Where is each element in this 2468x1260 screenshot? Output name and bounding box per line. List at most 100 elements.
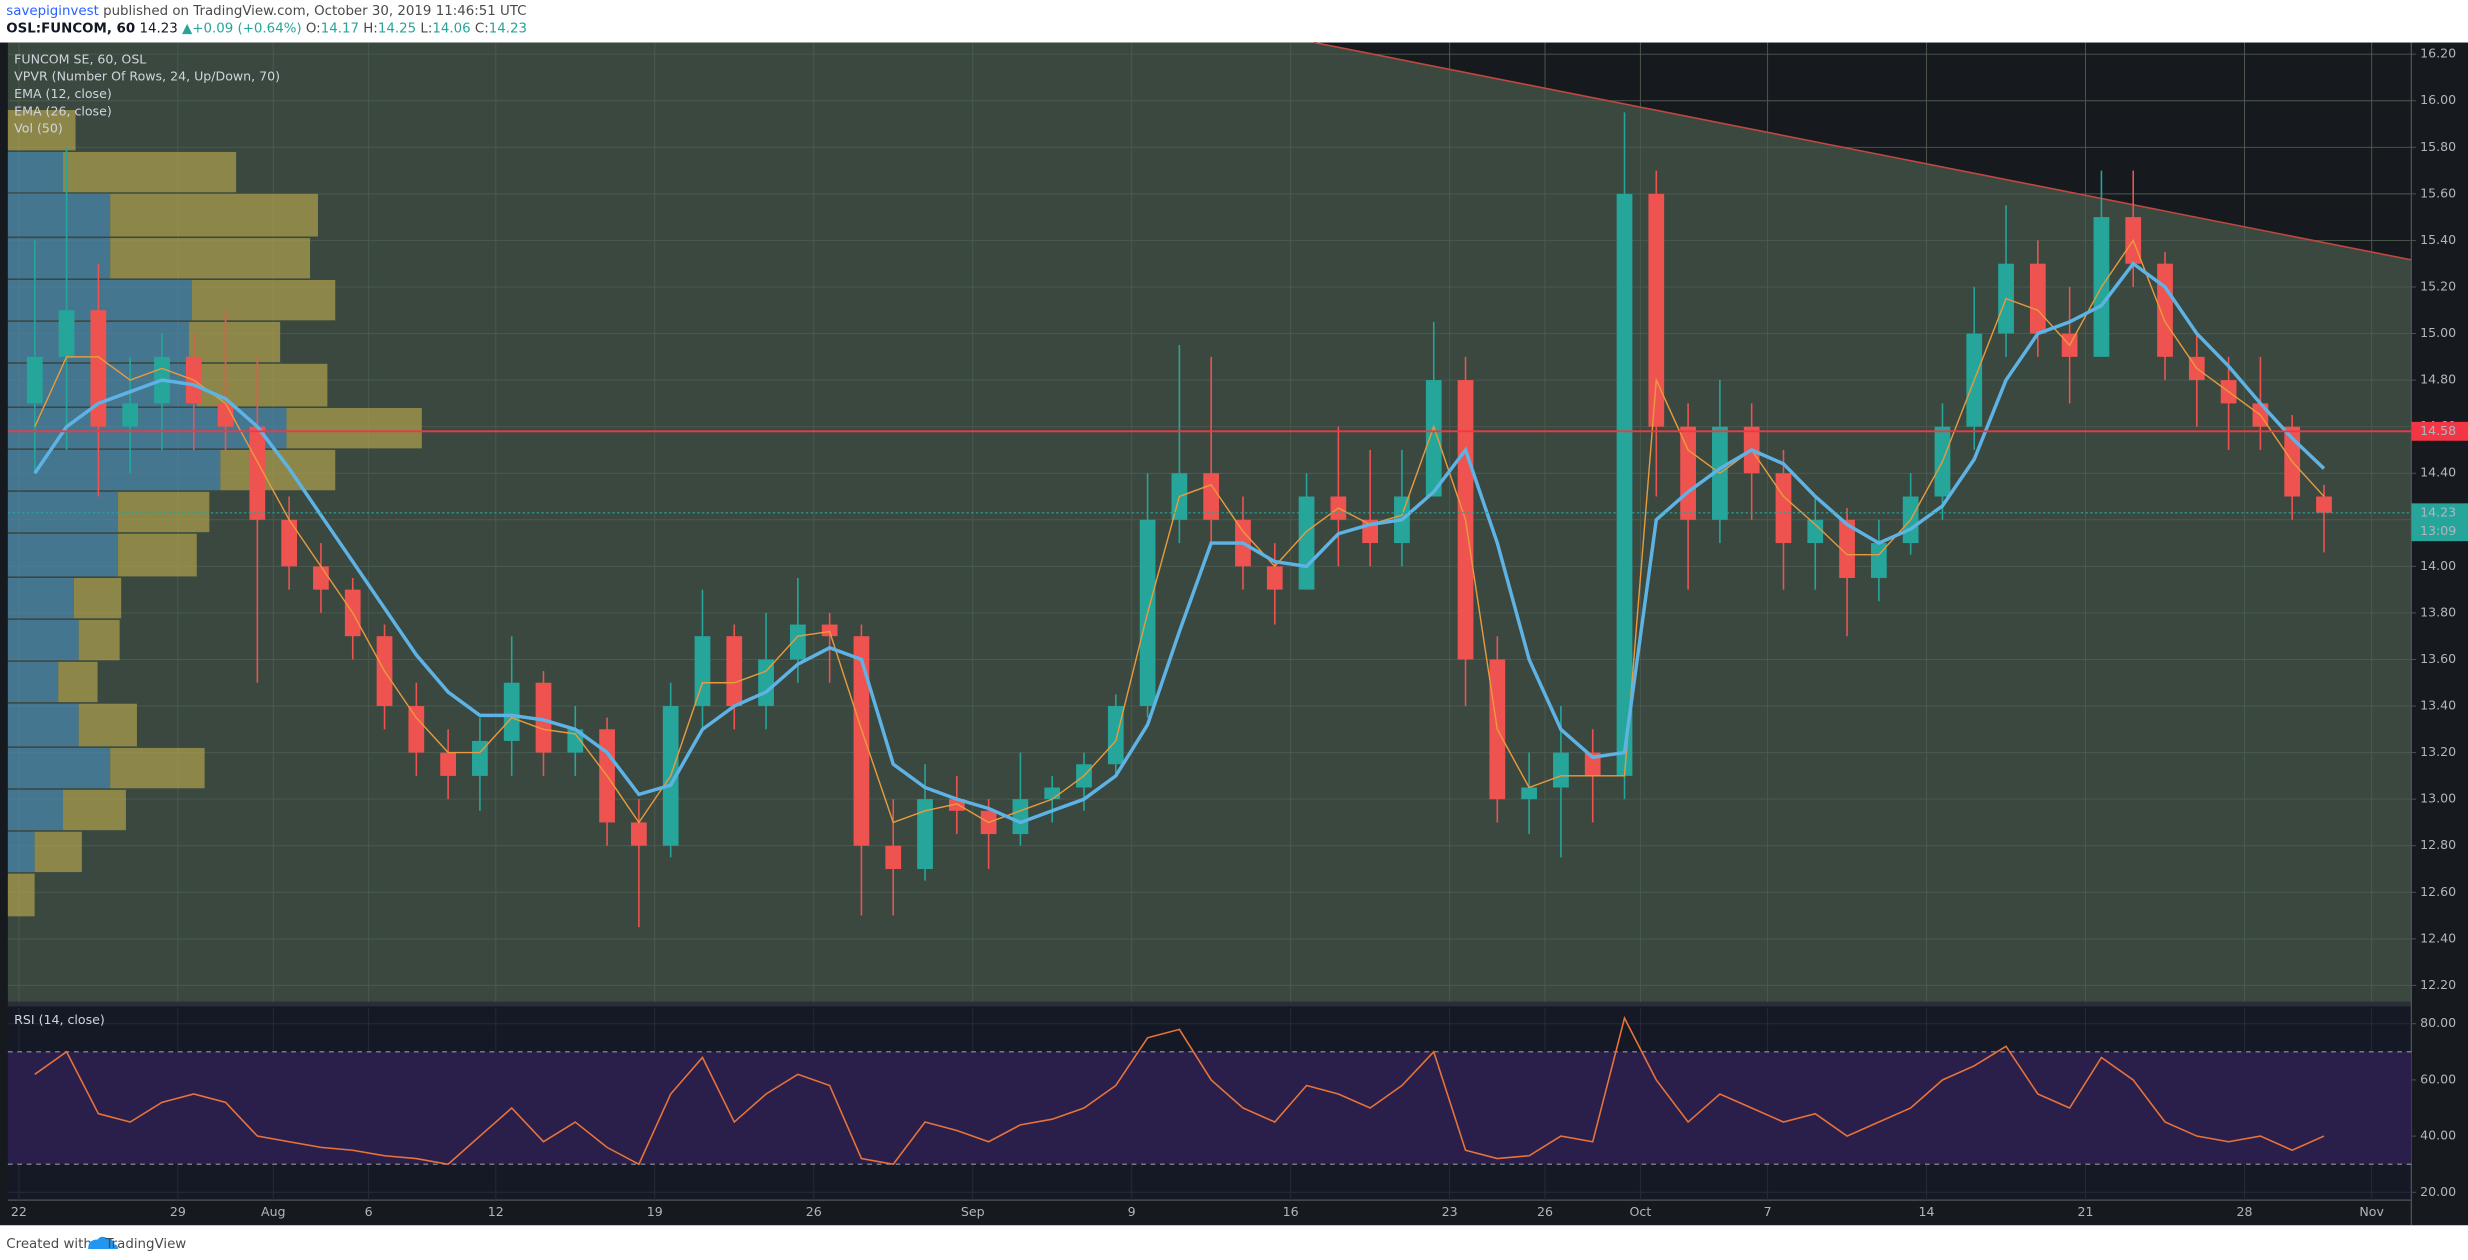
brand[interactable]: TradingView	[104, 1237, 186, 1252]
x-tick-label: Sep	[961, 1204, 985, 1219]
x-tick-label: 22	[11, 1204, 27, 1219]
y-tick-label: 20.00	[2420, 1184, 2456, 1199]
candle-body	[758, 659, 774, 707]
candle-body	[2157, 263, 2173, 357]
profile-up	[7, 789, 63, 831]
y-tick-label: 12.20	[2420, 977, 2456, 992]
rsi-title: RSI (14, close)	[14, 1012, 105, 1027]
candle-body	[694, 636, 711, 707]
y-tick-label: 14.80	[2420, 372, 2456, 387]
candle-body	[472, 740, 488, 776]
x-tick-label: 26	[806, 1204, 822, 1219]
trend-line	[1314, 41, 2412, 261]
candle-body	[408, 706, 425, 753]
profile-down	[286, 408, 422, 449]
x-tick-label: 6	[365, 1204, 373, 1219]
symbol: OSL:FUNCOM, 60	[6, 21, 135, 36]
candle-body	[726, 636, 743, 707]
x-tick-label: 9	[1128, 1204, 1136, 1219]
candle-body	[122, 403, 139, 427]
profile-down	[220, 449, 336, 491]
y-tick-label: 13.40	[2420, 698, 2456, 713]
change: +0.09 (+0.64%)	[192, 21, 301, 36]
brand-logo	[88, 1236, 119, 1249]
c-label: C:	[475, 21, 489, 36]
candle-body	[1298, 496, 1315, 590]
candle-body	[26, 356, 43, 404]
profile-up	[7, 238, 111, 279]
candle-body	[1107, 706, 1124, 765]
footer: Created with	[6, 1237, 92, 1252]
profile-down	[110, 747, 205, 789]
profile-up	[7, 193, 111, 237]
candle-body	[1870, 543, 1887, 578]
x-tick-label: 23	[1442, 1204, 1458, 1219]
y-tick-label: 14.00	[2420, 558, 2456, 573]
candle-body	[90, 310, 107, 427]
y-tick-label: 15.20	[2420, 278, 2456, 293]
y-tick-label: 14.40	[2420, 465, 2456, 480]
x-tick-label: 26	[1537, 1204, 1553, 1219]
candle-body	[1203, 473, 1220, 520]
x-tick-label: 19	[647, 1204, 663, 1219]
candle-body	[1648, 193, 1665, 427]
y-tick-label: 13.60	[2420, 651, 2456, 666]
candle-body	[567, 729, 584, 753]
publisher[interactable]: savepiginvest	[6, 4, 99, 19]
h-value: 14.25	[378, 21, 416, 36]
y-tick-label: 80.00	[2420, 1015, 2456, 1030]
arrow: ▲	[182, 21, 193, 36]
candle-body	[1044, 787, 1061, 800]
x-tick-label: 28	[2236, 1204, 2252, 1219]
profile-down	[110, 193, 318, 237]
l-label: L:	[420, 21, 432, 36]
profile-down	[58, 661, 98, 703]
profile-down	[62, 789, 126, 831]
candle-body	[1839, 519, 1855, 578]
candle-body	[1012, 799, 1029, 835]
ema-line	[33, 261, 2326, 825]
candle-body	[948, 799, 965, 811]
candle-body	[2029, 263, 2046, 334]
footer-background	[0, 1225, 2468, 1260]
candle-body	[313, 566, 329, 590]
profile-down	[110, 238, 311, 279]
x-tick-label: Oct	[1630, 1204, 1652, 1219]
y-tick-label: 15.00	[2420, 325, 2456, 340]
x-tick-label: 16	[1283, 1204, 1299, 1219]
y-tick-label: 13.20	[2420, 744, 2456, 759]
profile-down	[7, 873, 35, 917]
y-tick-label: 16.20	[2420, 46, 2456, 61]
y-tick-label: 16.00	[2420, 92, 2456, 107]
profile-down	[34, 831, 82, 873]
profile-up	[7, 703, 79, 747]
countdown-label: 13:09	[2420, 523, 2456, 538]
y-tick-label: 15.40	[2420, 232, 2456, 247]
y-tick-label: 60.00	[2420, 1071, 2456, 1086]
profile-down	[192, 279, 336, 321]
candle-body	[281, 519, 298, 567]
profile-up	[7, 533, 119, 577]
profile-up	[7, 491, 119, 533]
header-line: savepiginvest published on TradingView.c…	[6, 4, 526, 19]
candle-body	[2316, 496, 2332, 513]
profile-up	[7, 449, 221, 491]
candle-body	[58, 310, 75, 357]
h-label: H:	[363, 21, 378, 36]
candle-body	[917, 799, 933, 869]
last-price-label: 14.23	[2420, 504, 2456, 519]
candle-body	[1616, 193, 1633, 776]
candle-body	[503, 682, 520, 741]
chart-title: FUNCOM SE, 60, OSL	[14, 51, 146, 66]
level-label-box	[2411, 421, 2468, 441]
candle-body	[885, 845, 902, 869]
x-tick-label: 21	[2078, 1204, 2094, 1219]
x-tick-label: 7	[1764, 1204, 1772, 1219]
legend-entry: EMA (12, close)	[14, 86, 112, 101]
candle-body	[1425, 380, 1442, 497]
x-tick-label: 14	[1919, 1204, 1935, 1219]
ema-line	[34, 238, 2325, 824]
y-tick-label: 12.40	[2420, 930, 2456, 945]
candle-body	[821, 624, 838, 637]
profile-down	[118, 491, 210, 533]
